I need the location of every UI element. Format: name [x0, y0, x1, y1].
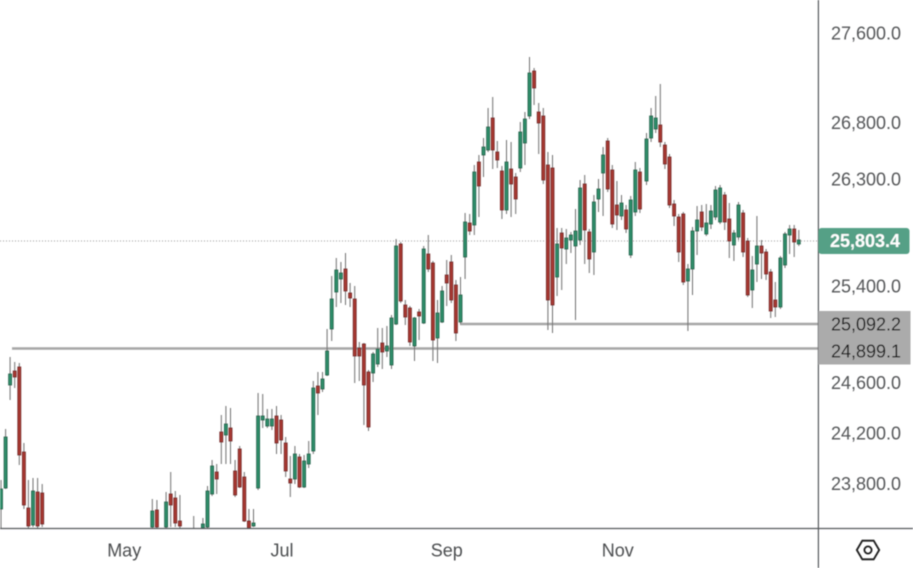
svg-text:25,092.2: 25,092.2 [831, 315, 901, 335]
svg-text:25,803.4: 25,803.4 [830, 231, 900, 251]
svg-text:Nov: Nov [602, 541, 634, 561]
svg-text:Sep: Sep [431, 541, 463, 561]
svg-text:24,899.1: 24,899.1 [831, 342, 901, 362]
svg-text:25,400.0: 25,400.0 [831, 276, 901, 296]
svg-text:Jul: Jul [270, 541, 293, 561]
svg-text:24,200.0: 24,200.0 [831, 424, 901, 444]
svg-text:27,600.0: 27,600.0 [831, 24, 901, 44]
svg-text:24,600.0: 24,600.0 [831, 373, 901, 393]
svg-text:26,300.0: 26,300.0 [831, 170, 901, 190]
svg-text:26,800.0: 26,800.0 [831, 113, 901, 133]
svg-text:23,800.0: 23,800.0 [831, 474, 901, 494]
svg-text:May: May [107, 541, 141, 561]
